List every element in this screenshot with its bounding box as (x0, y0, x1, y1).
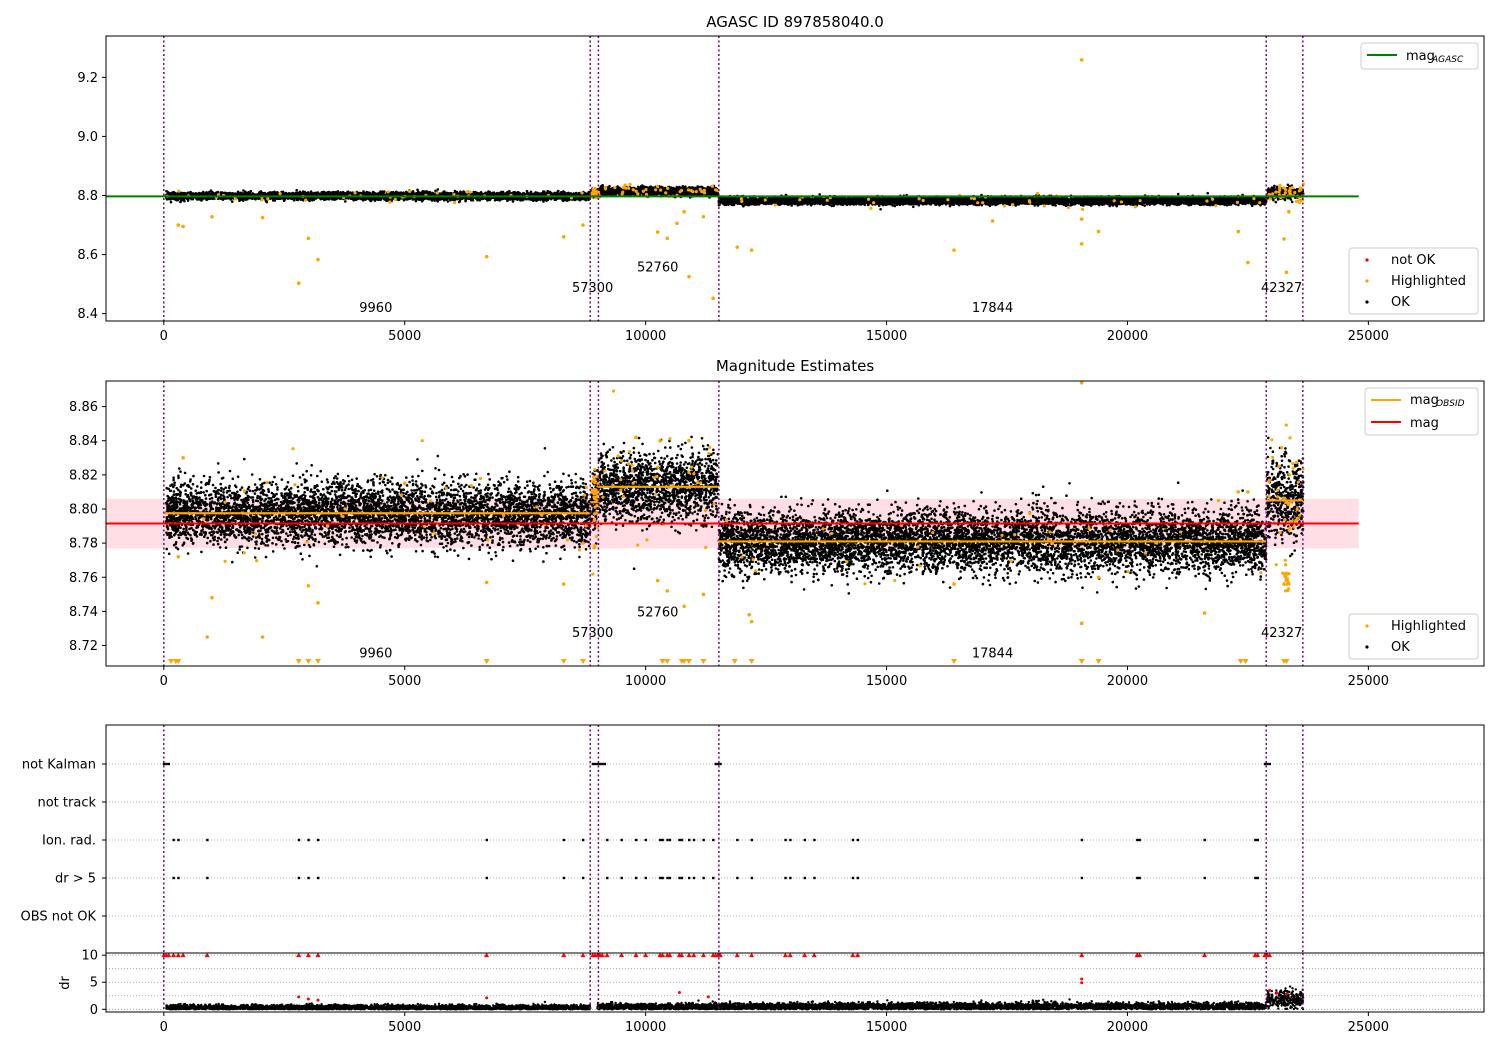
ok-point (563, 198, 566, 201)
ok-point (397, 199, 400, 202)
ok-point (562, 193, 565, 196)
ok-point (272, 199, 275, 202)
ok-point (285, 192, 288, 195)
ok-point (402, 192, 405, 195)
ok-point (454, 198, 457, 201)
ok-point (512, 200, 515, 203)
ok-point (415, 192, 418, 195)
ok-point (437, 188, 440, 191)
ok-point (242, 189, 245, 192)
ok-point (538, 193, 541, 196)
ok-point (183, 198, 186, 201)
ok-point (474, 191, 477, 194)
ok-point (316, 192, 319, 195)
ok-point (439, 192, 442, 195)
ok-point (347, 190, 350, 193)
ok-point (179, 193, 182, 196)
ok-point (386, 199, 389, 202)
ok-point (275, 193, 278, 196)
ok-point (173, 197, 176, 200)
figure: AGASC ID 897858040.0 9960573005276017844… (0, 0, 1500, 1050)
ok-point (515, 192, 518, 195)
ok-point (234, 193, 237, 196)
ok-point (443, 190, 446, 193)
ok-point (542, 200, 545, 203)
ok-point (303, 191, 306, 194)
ok-point (321, 191, 324, 194)
ok-point (224, 192, 227, 195)
ok-point (407, 193, 410, 196)
ok-point (231, 200, 234, 203)
ok-point (534, 199, 537, 202)
ok-point (472, 193, 475, 196)
ok-point (344, 200, 347, 203)
ok-point (580, 198, 583, 201)
ok-point (370, 199, 373, 202)
ok-point (264, 193, 267, 196)
ok-point (254, 198, 257, 201)
ok-point (187, 191, 190, 194)
ok-point (200, 199, 203, 202)
ok-point (391, 198, 394, 201)
ok-point (309, 199, 312, 202)
ok-point (180, 197, 183, 200)
ok-point (252, 192, 255, 195)
ok-point (545, 199, 548, 202)
ok-point (508, 190, 511, 193)
ok-point (586, 193, 589, 196)
ok-point (297, 197, 300, 200)
ok-point (293, 197, 296, 200)
ok-point (519, 199, 522, 202)
ok-point (262, 192, 265, 195)
ok-point (459, 190, 462, 193)
ok-point (396, 191, 399, 194)
ok-point (555, 198, 558, 201)
ok-point (458, 201, 461, 204)
ok-point (574, 199, 577, 202)
ok-point (517, 191, 520, 194)
ok-point (337, 190, 340, 193)
ok-point (478, 199, 481, 202)
ok-point (436, 199, 439, 202)
ok-point (189, 191, 192, 194)
ok-point (499, 191, 502, 194)
ok-point (205, 191, 208, 194)
ok-point (543, 190, 546, 193)
ok-point (212, 198, 215, 201)
ok-point (583, 198, 586, 201)
ok-point (238, 199, 241, 202)
ok-point (485, 192, 488, 195)
ok-point (172, 191, 175, 194)
ok-point (283, 199, 286, 202)
ok-point (462, 192, 465, 195)
ok-point (420, 191, 423, 194)
ok-point (207, 191, 210, 194)
ok-point (220, 197, 223, 200)
ok-point (387, 193, 390, 196)
ok-point (219, 191, 222, 194)
ok-point (407, 198, 410, 201)
ok-point (249, 192, 252, 195)
ok-point (310, 190, 313, 193)
ok-point (187, 199, 190, 202)
ok-point (537, 199, 540, 202)
ok-point (451, 198, 454, 201)
ok-point (499, 198, 502, 201)
ok-point (445, 198, 448, 201)
ok-point (322, 197, 325, 200)
ok-point (475, 197, 478, 200)
ok-point (165, 190, 168, 193)
ok-point (410, 193, 413, 196)
ok-point (170, 201, 173, 204)
ok-point (282, 191, 285, 194)
ok-point (295, 189, 298, 192)
ok-point (546, 190, 549, 193)
ok-point (400, 191, 403, 194)
ok-point (567, 192, 570, 195)
ok-point (439, 198, 442, 201)
ok-point (187, 197, 190, 200)
ok-point (571, 193, 574, 196)
ok-point (526, 198, 529, 201)
chart-title: AGASC ID 897858040.0 (706, 13, 884, 31)
